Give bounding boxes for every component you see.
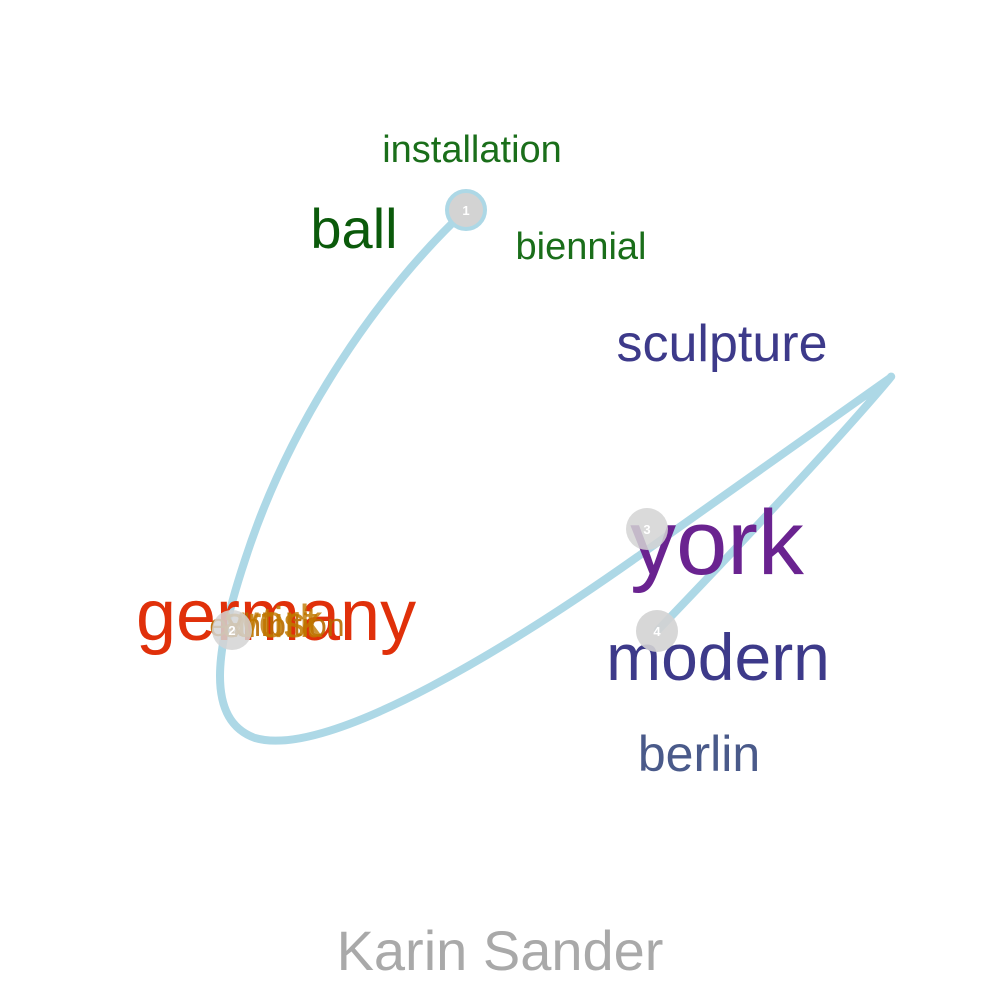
node-4-label: 4 (653, 624, 661, 639)
node-4: 4 (636, 610, 678, 652)
caption-title: Karin Sander (337, 919, 664, 982)
node-1-marker (445, 189, 487, 231)
word-cloud: installation ball biennial sculpture yor… (136, 129, 830, 782)
node-4-marker (636, 610, 678, 652)
node-3: 3 (626, 508, 668, 550)
word-berlin: berlin (638, 726, 760, 782)
node-1: 1 (445, 189, 487, 231)
node-2-label: 2 (228, 623, 235, 638)
path-nodes: 1 2 3 4 (212, 189, 678, 652)
word-ball: ball (310, 197, 397, 260)
node-2: 2 (212, 610, 252, 650)
node-3-label: 3 (643, 522, 650, 537)
word-installation: installation (382, 129, 562, 171)
node-2-marker (212, 610, 252, 650)
topic-path-line (216, 206, 896, 745)
node-3-marker (626, 508, 668, 550)
word-germany: germany (136, 576, 416, 656)
word-sculpture: sculpture (617, 315, 828, 373)
node-1-label: 1 (462, 203, 469, 218)
word-biennial: biennial (516, 226, 647, 268)
